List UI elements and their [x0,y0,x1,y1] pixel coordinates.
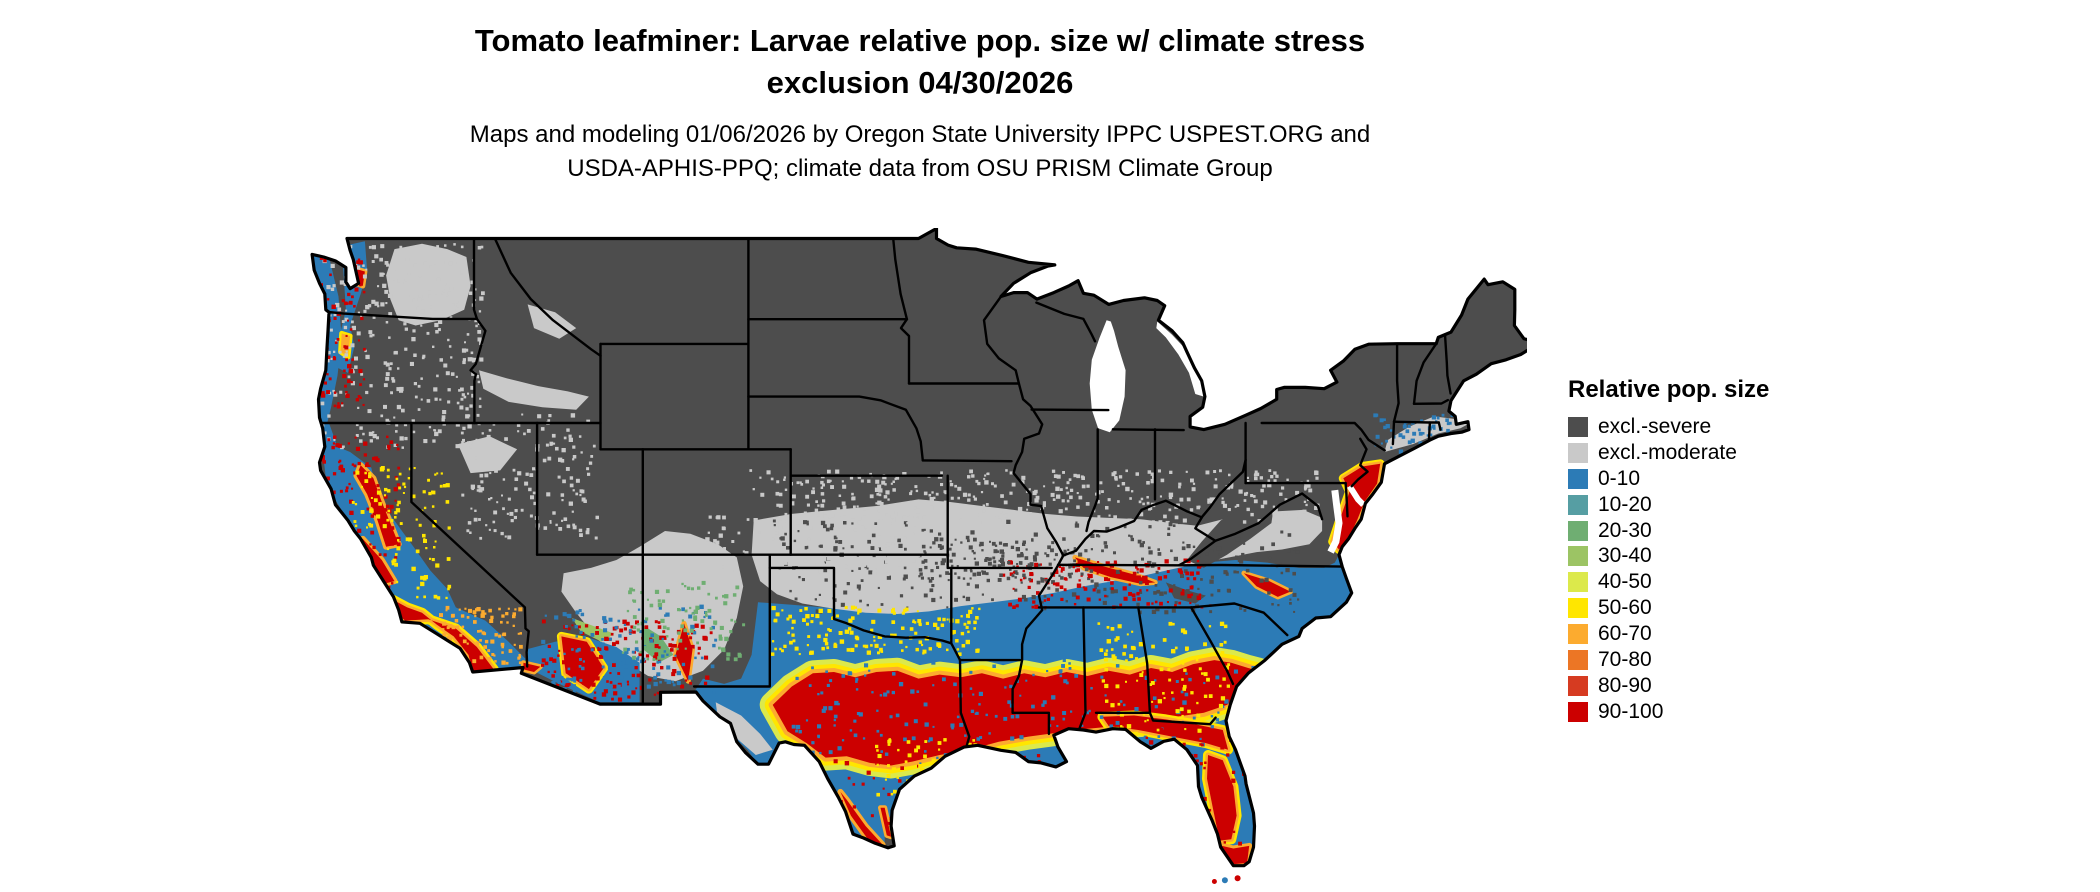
legend-label: excl.-moderate [1598,440,1737,464]
legend-label: 90-100 [1598,699,1664,723]
subtitle-block: Maps and modeling 01/06/2026 by Oregon S… [130,118,1710,186]
legend-swatch [1568,468,1588,489]
legend-item-40-50: 40-50 [1568,569,1769,595]
legend-swatch [1568,675,1588,696]
legend-label: 0-10 [1598,466,1641,490]
legend-item-80-90: 80-90 [1568,673,1769,699]
legend-label: 60-70 [1598,622,1652,646]
title-block: Tomato leafminer: Larvae relative pop. s… [130,20,1710,186]
legend-swatch [1568,624,1588,645]
map-title-line2: exclusion 04/30/2026 [766,65,1074,100]
legend-item-20-30: 20-30 [1568,518,1769,544]
legend-item-90-100: 90-100 [1568,699,1769,725]
legend-label: 10-20 [1598,492,1652,516]
legend-swatch [1568,494,1588,515]
us-map-svg [310,228,1527,884]
legend-label: 40-50 [1598,570,1652,594]
legend-item-30-40: 30-40 [1568,543,1769,569]
legend-swatch [1568,701,1588,722]
legend-item-50-60: 50-60 [1568,595,1769,621]
legend-swatch [1568,520,1588,541]
legend-swatch [1568,572,1588,593]
legend-item-70-80: 70-80 [1568,647,1769,673]
map-title-line1: Tomato leafminer: Larvae relative pop. s… [474,23,1366,58]
legend-swatch [1568,442,1588,463]
legend-item-60-70: 60-70 [1568,621,1769,647]
legend-swatch [1568,598,1588,619]
legend-label: 70-80 [1598,647,1652,671]
legend-label: 80-90 [1598,673,1652,697]
legend-swatch [1568,416,1588,437]
legend-label: 50-60 [1598,596,1652,620]
legend-item-excl-severe: excl.-severe [1568,414,1769,440]
legend-title: Relative pop. size [1568,376,1770,403]
map-subtitle-line2: USDA-APHIS-PPQ; climate data from OSU PR… [567,155,1273,182]
us-map [310,228,1527,884]
legend-label: 20-30 [1598,518,1652,542]
legend-items: excl.-severe excl.-moderate 0-10 10-20 20-30… [1568,414,1769,725]
legend-item-10-20: 10-20 [1568,492,1769,518]
legend-item-0-10: 0-10 [1568,466,1769,492]
legend: Relative pop. size excl.-severe excl.-mod… [1568,376,1769,725]
legend-swatch [1568,649,1588,670]
legend-label: 30-40 [1598,544,1652,568]
map-subtitle-line1: Maps and modeling 01/06/2026 by Oregon S… [469,121,1371,148]
legend-label: excl.-severe [1598,414,1712,438]
legend-item-excl-moderate: excl.-moderate [1568,440,1769,466]
legend-swatch [1568,546,1588,567]
